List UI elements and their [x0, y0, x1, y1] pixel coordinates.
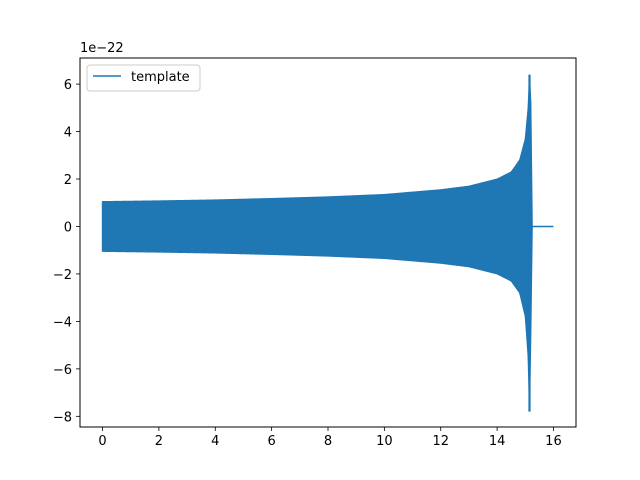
x-axis: 0 2 4 6 8 10 12 14 16 — [98, 427, 562, 449]
x-tick-label: 6 — [267, 434, 275, 449]
series-template — [101, 74, 554, 412]
legend-label-template: template — [131, 70, 190, 85]
x-tick-label: 8 — [324, 434, 332, 449]
y-axis: −8 −6 −4 −2 0 2 4 6 — [53, 78, 80, 425]
x-tick-label: 2 — [155, 434, 163, 449]
x-tick-label: 4 — [211, 434, 219, 449]
y-tick-label: 0 — [64, 220, 72, 235]
x-tick-label: 12 — [432, 434, 449, 449]
series-template-envelope — [102, 75, 533, 410]
y-tick-label: 4 — [64, 126, 72, 141]
legend-box — [86, 64, 201, 92]
y-tick-label: −8 — [53, 410, 72, 425]
x-tick-label: 14 — [489, 434, 506, 449]
y-offset-label: 1e−22 — [80, 41, 124, 56]
y-tick-label: −6 — [53, 363, 72, 378]
legend: template — [86, 64, 201, 92]
y-tick-label: −4 — [53, 315, 72, 330]
x-tick-label: 0 — [98, 434, 106, 449]
y-tick-label: −2 — [53, 268, 72, 283]
x-tick-label: 16 — [545, 434, 562, 449]
x-tick-label: 10 — [376, 434, 393, 449]
y-tick-label: 2 — [64, 173, 72, 188]
y-tick-label: 6 — [64, 78, 72, 93]
